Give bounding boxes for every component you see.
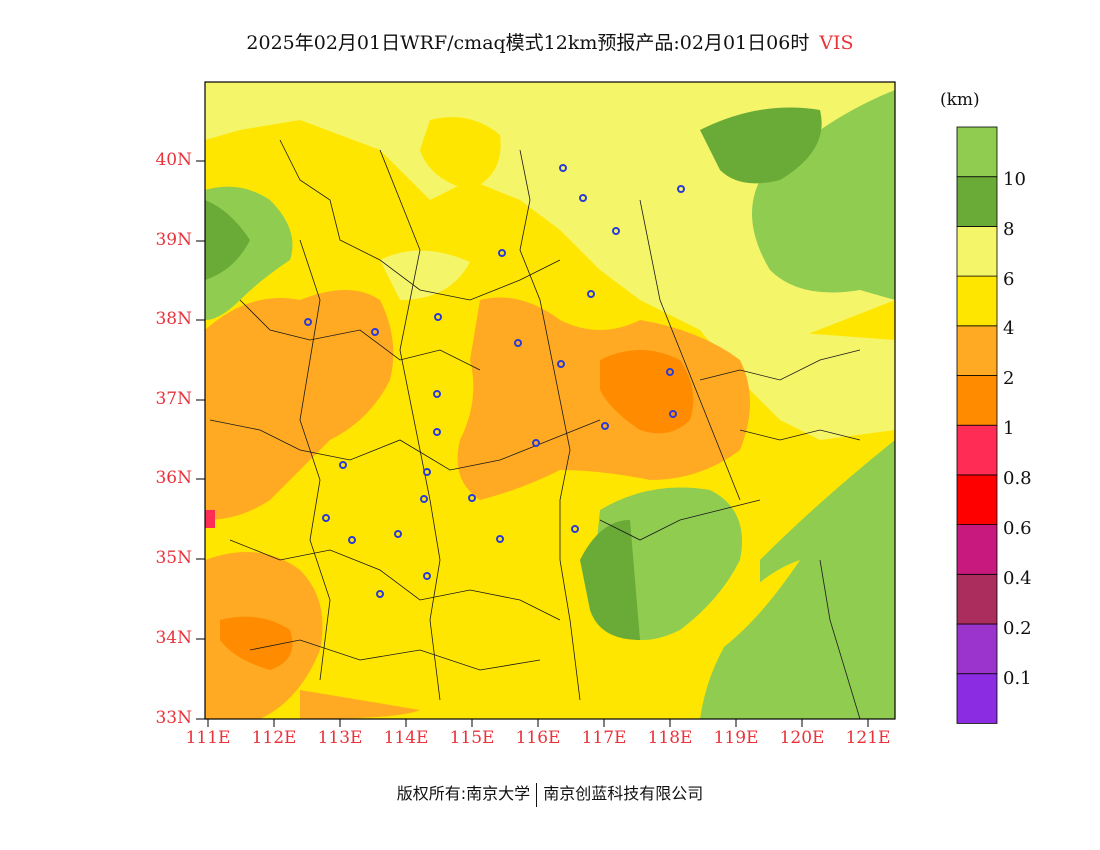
lat-label: 37N (155, 389, 192, 409)
city-marker (669, 410, 677, 418)
colorbar-label: 4 (1003, 318, 1015, 339)
colorbar-segment (956, 424, 998, 476)
colorbar-segment (956, 573, 998, 625)
lon-label: 121E (845, 728, 891, 748)
city-marker (433, 390, 441, 398)
colorbar-label: 10 (1003, 169, 1026, 190)
colorbar-segment (956, 623, 998, 675)
colorbar-segment (956, 673, 998, 724)
colorbar-segment (956, 375, 998, 426)
field-darkgreen-shandong (580, 520, 640, 640)
colorbar-label: 0.1 (1003, 668, 1032, 689)
colorbar-label: 0.2 (1003, 618, 1032, 639)
field-darkorange-southwest (220, 616, 293, 670)
variable-label: VIS (819, 32, 854, 54)
colorbar-label: 0.6 (1003, 518, 1032, 539)
city-marker (532, 439, 540, 447)
city-marker (587, 290, 595, 298)
colorbar (956, 126, 998, 724)
lat-label: 34N (155, 628, 192, 648)
field-orange-west (205, 290, 394, 520)
colorbar-segment (956, 126, 998, 178)
field-orange-south (300, 690, 420, 719)
field-red-spot (205, 510, 215, 528)
field-yellow-north-patch (420, 117, 501, 190)
city-marker (468, 494, 476, 502)
lat-label: 33N (155, 708, 192, 728)
colorbar-label: 6 (1003, 269, 1015, 290)
colorbar-segment (956, 474, 998, 525)
field-darkgreen-northeast (700, 107, 822, 184)
lon-label: 111E (185, 728, 231, 748)
colorbar-label: 0.8 (1003, 468, 1032, 489)
city-marker (677, 185, 685, 193)
city-marker (433, 428, 441, 436)
lon-label: 114E (383, 728, 429, 748)
lon-label: 120E (779, 728, 825, 748)
colorbar-label: 8 (1003, 219, 1015, 240)
lon-label: 119E (713, 728, 759, 748)
lat-label: 38N (155, 309, 192, 329)
colorbar-segment (956, 325, 998, 376)
lon-label: 116E (515, 728, 561, 748)
copyright-left: 版权所有:南京大学 (396, 784, 531, 803)
city-marker (376, 590, 384, 598)
city-marker (348, 536, 356, 544)
lon-label: 115E (449, 728, 495, 748)
field-lightyellow-east (640, 300, 895, 440)
field-yellow-coast (715, 560, 800, 650)
city-markers (304, 164, 685, 598)
lon-label: 113E (317, 728, 363, 748)
footer-divider (536, 782, 538, 807)
lat-label: 35N (155, 548, 192, 568)
colorbar-segment (956, 176, 998, 227)
colorbar-segment (956, 225, 998, 277)
copyright-right: 南京创蓝科技有限公司 (543, 784, 704, 803)
field-orange-center (457, 297, 750, 500)
lon-label: 117E (581, 728, 627, 748)
lat-label: 40N (155, 150, 192, 170)
colorbar-label: 1 (1003, 418, 1015, 439)
city-marker (304, 318, 312, 326)
city-marker (434, 313, 442, 321)
city-marker (420, 495, 428, 503)
city-marker (423, 468, 431, 476)
field-lightyellow-patch (380, 250, 470, 300)
city-marker (423, 572, 431, 580)
map-title: 2025年02月01日WRF/cmaq模式12km预报产品:02月01日06时 V… (0, 28, 1100, 55)
city-marker (394, 530, 402, 538)
axis-ticks (196, 160, 869, 727)
field-green-sea (700, 440, 895, 719)
lon-label: 118E (647, 728, 693, 748)
visibility-field (205, 82, 895, 719)
city-marker (557, 360, 565, 368)
city-marker (559, 164, 567, 172)
city-marker (601, 422, 609, 430)
city-marker (612, 227, 620, 235)
city-marker (571, 525, 579, 533)
city-marker (371, 328, 379, 336)
lat-label: 39N (155, 230, 192, 250)
colorbar-label: 2 (1003, 368, 1015, 389)
colorbar-unit: (km) (940, 90, 980, 110)
city-marker (339, 461, 347, 469)
city-marker (322, 514, 330, 522)
lat-label: 36N (155, 468, 192, 488)
colorbar-label: 0.4 (1003, 568, 1032, 589)
title-main: 2025年02月01日WRF/cmaq模式12km预报产品:02月01日06时 (246, 32, 810, 54)
lon-label: 112E (251, 728, 297, 748)
copyright-footer: 版权所有:南京大学 南京创蓝科技有限公司 (0, 780, 1100, 807)
city-marker (514, 339, 522, 347)
city-marker (579, 194, 587, 202)
colorbar-segment (956, 524, 998, 575)
city-marker (496, 535, 504, 543)
field-darkgreen-northwest (205, 200, 250, 280)
field-green-northeast (752, 90, 895, 300)
colorbar-segment (956, 275, 998, 327)
city-marker (498, 249, 506, 257)
admin-boundaries (209, 139, 861, 719)
city-marker (666, 368, 674, 376)
